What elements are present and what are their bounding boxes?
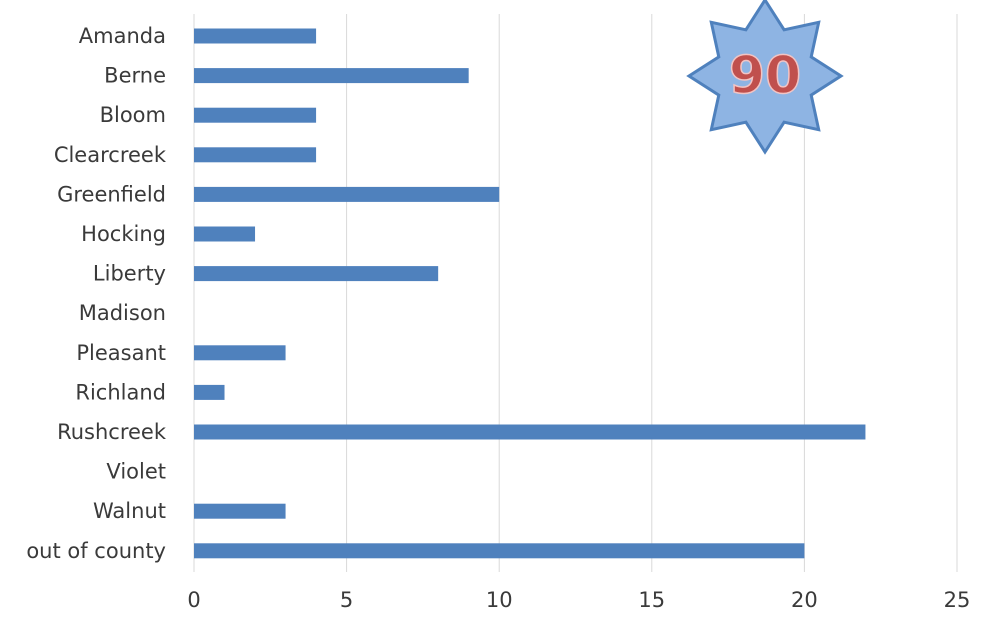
category-label: Clearcreek [54, 143, 167, 167]
x-tick-labels: 0 5 10 15 20 25 [187, 588, 970, 612]
star-badge-text: 90 [729, 46, 801, 106]
bar-amanda [194, 28, 317, 44]
category-label: Greenfield [57, 182, 166, 206]
category-label: Liberty [93, 262, 166, 286]
bar-bloom [194, 107, 317, 123]
category-labels: Amanda Berne Bloom Clearcreek Greenfield Hock… [26, 24, 167, 563]
x-tick-label: 5 [340, 588, 353, 612]
category-label: out of county [26, 539, 166, 563]
bar-richland [194, 384, 225, 400]
star-badge-shape [686, 0, 844, 155]
x-tick-label: 20 [791, 588, 818, 612]
category-label: Richland [75, 380, 166, 404]
bar-rushcreek [194, 424, 866, 440]
category-label: Berne [104, 64, 166, 88]
category-label: Rushcreek [57, 420, 167, 444]
bar-liberty [194, 266, 439, 282]
bar-greenfield [194, 186, 500, 202]
category-label: Bloom [100, 103, 166, 127]
x-tick-label: 25 [944, 588, 971, 612]
bar-clearcreek [194, 147, 317, 163]
bars [194, 28, 866, 559]
bar-pleasant [194, 345, 286, 361]
category-label: Hocking [81, 222, 166, 246]
category-label: Violet [106, 460, 166, 484]
category-label: Madison [79, 301, 166, 325]
x-tick-label: 15 [638, 588, 665, 612]
x-tick-label: 0 [187, 588, 200, 612]
bar-hocking [194, 226, 256, 242]
bar-out-of-county [194, 543, 805, 559]
star-badge: 90 [686, 0, 844, 155]
x-tick-label: 10 [486, 588, 513, 612]
grid-lines [193, 14, 958, 572]
category-label: Amanda [79, 24, 166, 48]
category-label: Walnut [93, 499, 166, 523]
bar-walnut [194, 503, 286, 519]
bar-berne [194, 68, 469, 84]
category-label: Pleasant [76, 341, 166, 365]
